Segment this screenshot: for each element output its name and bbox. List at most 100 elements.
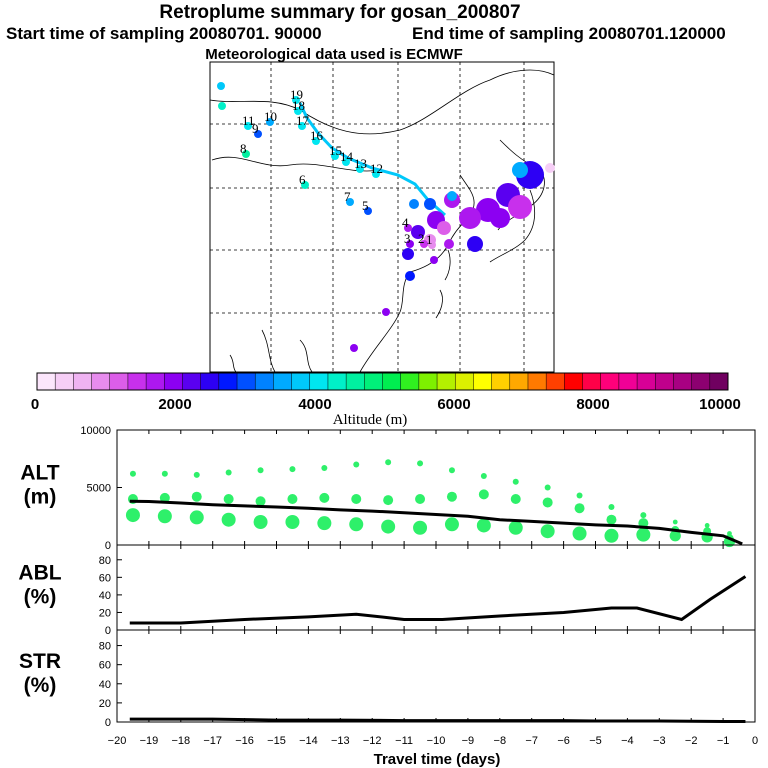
figure-canvas: 191817161514 13 1211 109876543 2 1 0 2000 4000 6…: [0, 0, 768, 768]
panel-abl: ABL(%)806040200: [18, 545, 755, 637]
cluster-dot: [424, 198, 436, 210]
colorbar-swatch: [583, 373, 602, 390]
colorbar-swatch: [437, 373, 456, 390]
colorbar-swatch: [473, 373, 492, 390]
series-line: [130, 719, 746, 721]
altitude-point: [673, 520, 678, 525]
altitude-point: [606, 515, 616, 525]
x-tick-label: −17: [203, 735, 222, 747]
altitude-point: [573, 527, 587, 541]
trajectory-marker-dot: [217, 82, 225, 90]
altitude-point: [130, 471, 136, 477]
x-tick-label: −11: [395, 735, 413, 747]
altitude-point: [254, 515, 268, 529]
trajectory-marker-dot: [382, 308, 390, 316]
colorbar-axis-label: Altitude (m): [333, 412, 408, 428]
altitude-point: [287, 494, 297, 504]
altitude-point: [511, 494, 521, 504]
cluster-dot: [402, 248, 414, 260]
altitude-point: [543, 497, 553, 507]
altitude-point: [383, 495, 393, 505]
colorbar-swatch: [273, 373, 292, 390]
trajectory-marker-label: 1: [426, 232, 433, 247]
cluster-dot: [490, 208, 510, 228]
cluster-dot: [459, 207, 481, 229]
altitude-point: [258, 467, 264, 473]
colorbar-swatch: [92, 373, 111, 390]
panel-frame: [117, 545, 755, 630]
colorbar-swatch: [546, 373, 565, 390]
trajectory-marker-dot: [430, 256, 438, 264]
y-tick-label: 40: [99, 679, 111, 691]
colorbar-swatch: [110, 373, 129, 390]
altitude-point: [319, 493, 329, 503]
colorbar-swatch: [146, 373, 165, 390]
altitude-point: [192, 492, 202, 502]
trajectory-marker-label: 13: [354, 156, 367, 171]
trajectory-marker-dot: [350, 344, 358, 352]
cluster-dot: [447, 191, 457, 201]
altitude-point: [351, 494, 361, 504]
panel-ylabel: ABL: [18, 562, 61, 585]
colorbar-swatch: [328, 373, 347, 390]
colorbar-swatch: [637, 373, 656, 390]
colorbar-swatch: [128, 373, 147, 390]
x-tick-label: 0: [752, 735, 758, 747]
colorbar-swatch: [201, 373, 220, 390]
cluster-dot: [512, 162, 528, 178]
altitude-point: [577, 493, 583, 499]
colorbar-swatch: [655, 373, 674, 390]
trajectory-marker-label: 8: [240, 141, 247, 156]
cluster-dot: [545, 163, 555, 173]
x-tick-label: −5: [589, 735, 602, 747]
trajectory-marker-label: 18: [292, 98, 305, 113]
altitude-point: [447, 492, 457, 502]
cluster-dot: [437, 221, 451, 235]
colorbar-swatch: [692, 373, 711, 390]
trajectory-marker-label: 9: [252, 121, 259, 136]
y-tick-label: 60: [99, 660, 111, 672]
panel-str: STR(%)806040200: [19, 630, 755, 729]
panel-alt: ALT(m)1000050000: [20, 425, 755, 552]
altitude-point: [226, 470, 232, 476]
colorbar-swatch: [492, 373, 511, 390]
altitude-point: [481, 473, 487, 479]
altitude-point: [289, 466, 295, 472]
altitude-point: [417, 460, 423, 466]
altitude-point: [353, 462, 359, 468]
trajectory-marker-label: 5: [362, 198, 369, 213]
x-tick-label: −8: [494, 735, 507, 747]
colorbar-swatch: [182, 373, 201, 390]
trajectory-marker-label: 7: [344, 189, 351, 204]
colorbar-swatch: [219, 373, 238, 390]
altitude-point: [575, 503, 585, 513]
trajectory-marker-label: 2: [418, 231, 425, 246]
altitude-point: [513, 479, 519, 485]
altitude-point: [545, 485, 551, 491]
cluster-dot: [409, 199, 419, 209]
cluster-dot: [444, 239, 454, 249]
x-tick-label: −19: [140, 735, 159, 747]
altitude-point: [194, 472, 200, 478]
x-tick-label: −15: [267, 735, 286, 747]
altitude-point: [449, 467, 455, 473]
y-tick-label: 40: [99, 590, 111, 602]
x-tick-label: −2: [685, 735, 698, 747]
panel-ylabel: ALT: [20, 462, 59, 485]
y-tick-label: 5000: [87, 483, 111, 495]
x-tick-label: −20: [108, 735, 127, 747]
panel-ylabel-unit: (m): [24, 486, 57, 509]
x-tick-label: −13: [331, 735, 350, 747]
altitude-point: [705, 523, 710, 528]
y-tick-label: 20: [99, 607, 111, 619]
x-tick-label: −10: [427, 735, 446, 747]
trajectory-marker-label: 6: [299, 172, 306, 187]
panel-ylabel-unit: (%): [24, 674, 57, 697]
altitude-point: [349, 517, 363, 531]
x-tick-label: −1: [717, 735, 730, 747]
y-tick-label: 0: [105, 625, 111, 637]
x-tick-label: −12: [363, 735, 382, 747]
trajectory-marker-label: 16: [310, 128, 324, 143]
altitude-point: [256, 496, 266, 506]
colorbar-swatch: [164, 373, 183, 390]
